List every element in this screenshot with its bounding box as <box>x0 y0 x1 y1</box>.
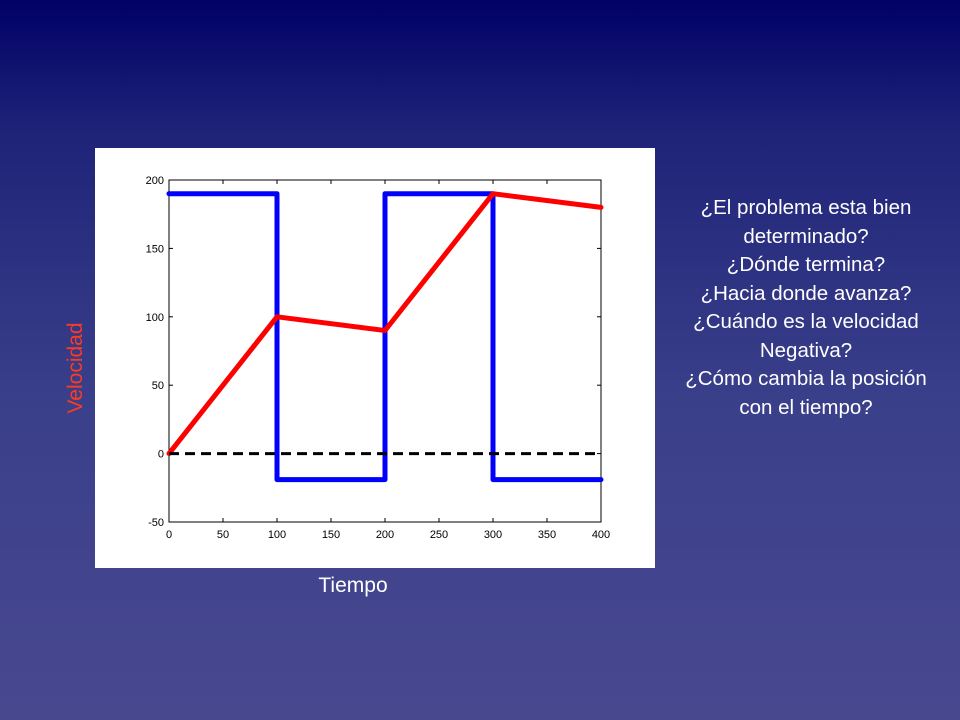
question-line: ¿El problema esta bien <box>700 196 912 219</box>
blue-velocity-line <box>166 191 604 483</box>
question-line: ¿Dónde termina? <box>726 253 886 276</box>
red-position-line <box>166 191 604 457</box>
y-tick-label: -50 <box>148 517 164 529</box>
y-tick-label: 150 <box>146 243 164 255</box>
question-line: determinado? <box>743 224 869 248</box>
x-tick-label: 400 <box>592 529 610 541</box>
x-tick-label: 250 <box>430 529 448 541</box>
x-tick-label: 100 <box>268 529 286 541</box>
question-line: ¿Cuándo es la velocidad <box>693 310 919 333</box>
chart-panel: 0 50 100 150 200 250 300 350 400 -50 0 50 100 150 200 <box>95 148 655 568</box>
y-tick-label: 0 <box>158 449 164 461</box>
x-axis-label: Tiempo <box>318 574 388 597</box>
x-tick-label: 150 <box>322 529 340 541</box>
x-tick-label: 200 <box>376 529 394 541</box>
y-tick-label: 100 <box>146 312 164 324</box>
questions-text: ¿El problema esta bien determinado? ¿Dón… <box>660 194 952 422</box>
question-line: ¿Cómo cambia la posición <box>685 367 927 390</box>
question-line: con el tiempo? <box>739 395 873 419</box>
y-tick-label: 50 <box>152 380 164 392</box>
x-tick-label: 50 <box>217 529 229 541</box>
y-tick-label: 200 <box>146 175 164 187</box>
y-axis-label: Velocidad <box>64 322 87 414</box>
x-tick-label: 300 <box>484 529 502 541</box>
x-tick-label: 0 <box>166 529 172 541</box>
x-tick-label: 350 <box>538 529 556 541</box>
question-line: Negativa? <box>759 338 853 362</box>
question-line: ¿Hacia donde avanza? <box>700 281 912 305</box>
